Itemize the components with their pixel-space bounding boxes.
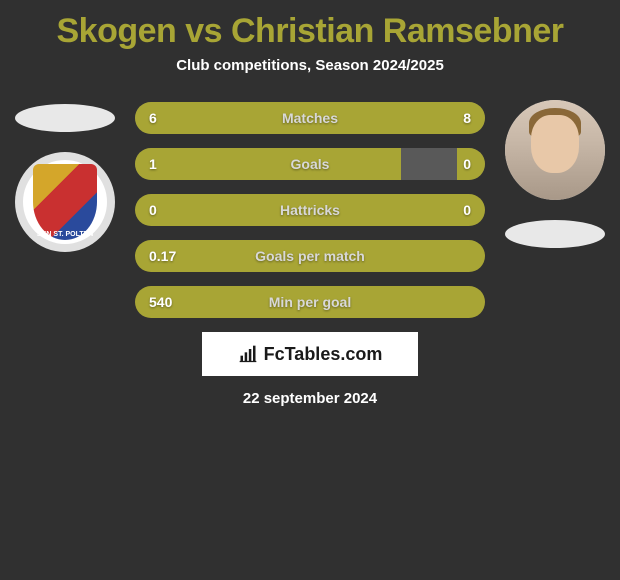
stat-label: Hattricks: [280, 202, 340, 218]
stat-value-left: 1: [149, 156, 157, 172]
left-name-placeholder: [15, 104, 115, 132]
stat-value-right: 8: [463, 110, 471, 126]
stat-row: 0 0 Hattricks: [135, 194, 485, 226]
right-player-photo: [505, 100, 605, 200]
stat-label: Goals per match: [255, 248, 365, 264]
stat-value-right: 0: [463, 202, 471, 218]
page-title: Skogen vs Christian Ramsebner: [0, 0, 620, 57]
stat-bar-left: [135, 102, 286, 134]
stat-value-left: 0: [149, 202, 157, 218]
logo-text: FcTables.com: [264, 344, 383, 365]
left-player-column: SKN ST. POLTEN: [10, 92, 120, 260]
stat-value-left: 0.17: [149, 248, 176, 264]
stat-label: Min per goal: [269, 294, 351, 310]
stat-row: 0.17 Goals per match: [135, 240, 485, 272]
right-player-column: [500, 92, 610, 260]
stat-row: 540 Min per goal: [135, 286, 485, 318]
left-club-name: SKN ST. POLTEN: [37, 231, 94, 238]
left-club-badge: SKN ST. POLTEN: [15, 152, 115, 252]
stat-value-left: 540: [149, 294, 172, 310]
chart-icon: [238, 344, 258, 364]
stat-label: Matches: [282, 110, 338, 126]
stat-bar-left: [135, 148, 401, 180]
stat-label: Goals: [291, 156, 330, 172]
stat-value-left: 6: [149, 110, 157, 126]
stats-area: 6 8 Matches 1 0 Goals 0 0 Hattricks 0.17 Goals per…: [135, 92, 485, 318]
stat-row: 6 8 Matches: [135, 102, 485, 134]
stat-bar-right: [457, 148, 485, 180]
stat-row: 1 0 Goals: [135, 148, 485, 180]
date-text: 22 september 2024: [10, 390, 610, 407]
comparison-card: Skogen vs Christian Ramsebner Club compe…: [0, 0, 620, 407]
right-name-placeholder: [505, 220, 605, 248]
source-logo[interactable]: FcTables.com: [202, 332, 418, 376]
main-area: SKN ST. POLTEN 6 8 Matches 1 0 Goals 0 0 Hattric…: [0, 92, 620, 407]
page-subtitle: Club competitions, Season 2024/2025: [0, 57, 620, 92]
stat-value-right: 0: [463, 156, 471, 172]
